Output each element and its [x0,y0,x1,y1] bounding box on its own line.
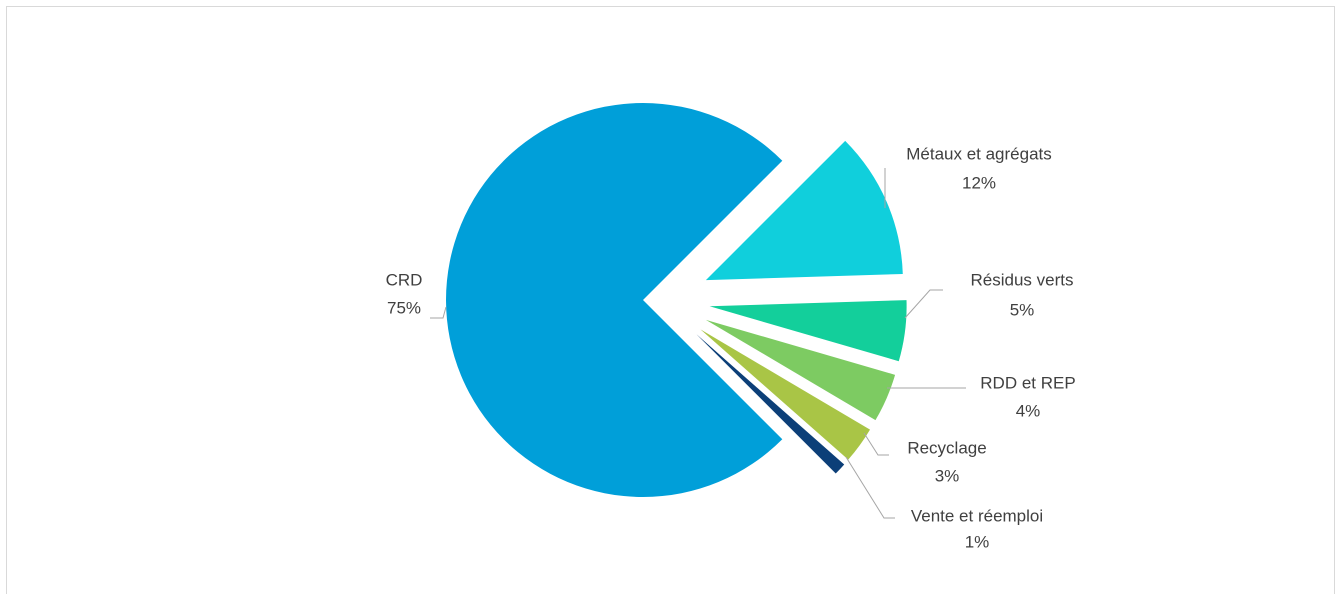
slice-label: Recyclage [907,438,986,457]
pie-slice [446,102,783,498]
slice-value-label: 4% [1016,401,1041,420]
slice-value-label: 3% [935,466,960,485]
slice-label: Vente et réemploi [911,506,1043,525]
leader-line [430,306,447,319]
leader-line [904,289,943,319]
slice-label: Résidus verts [971,270,1074,289]
pie-slice [705,319,896,421]
pie-slice [696,334,845,474]
slice-value-label: 75% [387,298,421,317]
leader-line [845,456,895,519]
slice-value-label: 5% [1010,300,1035,319]
pie-slice [705,140,903,281]
slice-value-label: 1% [965,532,990,551]
slice-value-label: 12% [962,173,996,192]
slice-label: RDD et REP [980,373,1075,392]
pie-slice [709,300,907,362]
leader-line [863,432,889,456]
chart-frame [6,6,1335,594]
slice-label: Métaux et agrégats [906,144,1052,163]
slice-label: CRD [386,270,423,289]
pie-slice [700,329,871,460]
